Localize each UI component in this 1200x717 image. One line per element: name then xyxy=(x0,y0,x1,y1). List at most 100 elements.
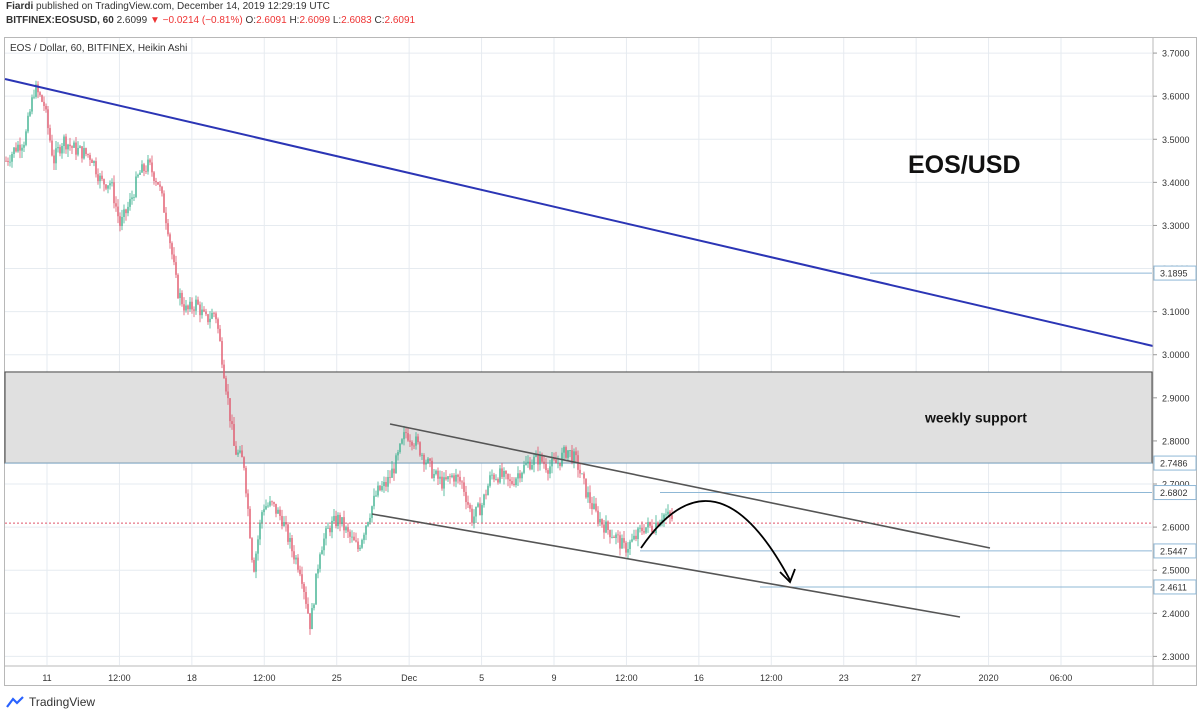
candle xyxy=(657,522,659,527)
candle xyxy=(463,482,465,492)
candle xyxy=(347,527,349,532)
candle xyxy=(75,142,77,155)
channel-lower-line[interactable] xyxy=(371,513,961,618)
candle xyxy=(481,505,483,516)
candle xyxy=(445,477,447,480)
candle xyxy=(309,613,311,630)
candle xyxy=(139,172,141,175)
candle xyxy=(319,554,321,569)
candle xyxy=(669,511,671,516)
candle xyxy=(557,462,559,464)
projection-arrow[interactable] xyxy=(640,500,791,581)
candle xyxy=(379,485,381,491)
candle xyxy=(393,468,395,474)
candle xyxy=(663,514,665,520)
candle xyxy=(431,460,433,479)
candle xyxy=(19,144,21,151)
price-badge xyxy=(1153,543,1197,559)
candle xyxy=(141,164,143,173)
candle xyxy=(459,476,461,482)
candle xyxy=(597,510,599,523)
candle xyxy=(11,154,13,162)
candle xyxy=(575,451,577,456)
candle xyxy=(389,476,391,478)
candle xyxy=(255,553,257,572)
candle xyxy=(167,223,169,235)
candle xyxy=(217,319,219,329)
price-axis[interactable] xyxy=(1153,38,1196,666)
candle xyxy=(63,136,65,147)
candle xyxy=(511,481,513,484)
y-tick-label: 2.3000 xyxy=(1162,652,1190,662)
candle xyxy=(151,162,153,173)
candle xyxy=(207,314,209,323)
candle xyxy=(221,341,223,365)
candle xyxy=(87,154,89,156)
candle xyxy=(537,453,539,465)
candle xyxy=(435,470,437,474)
author-name[interactable]: Fiardi xyxy=(6,1,34,12)
candle xyxy=(515,478,517,485)
candle xyxy=(543,461,545,464)
candle xyxy=(403,432,405,440)
candle xyxy=(135,176,137,197)
candle xyxy=(349,531,351,537)
candle xyxy=(241,450,243,458)
candle xyxy=(175,262,177,275)
candle xyxy=(195,299,197,311)
chart-frame xyxy=(4,37,1197,686)
candle xyxy=(567,450,569,458)
candle xyxy=(651,525,653,532)
candle xyxy=(97,174,99,182)
candle xyxy=(501,468,503,477)
price-badge-label: 2.7486 xyxy=(1160,459,1188,469)
candle xyxy=(365,525,367,535)
candle xyxy=(187,305,189,310)
candle xyxy=(105,184,107,189)
channel-upper-line[interactable] xyxy=(389,423,991,549)
candle xyxy=(353,536,355,541)
close-label: C: xyxy=(374,15,385,26)
candle xyxy=(15,147,17,152)
candle xyxy=(591,503,593,509)
candle xyxy=(261,512,263,523)
candle xyxy=(155,180,157,183)
candle xyxy=(451,475,453,478)
candle xyxy=(485,494,487,496)
chart-title: EOS / Dollar, 60, BITFINEX, Heikin Ashi xyxy=(10,43,187,54)
candle xyxy=(555,459,557,464)
candle xyxy=(93,161,95,163)
candle xyxy=(603,524,605,533)
candle xyxy=(269,501,271,506)
price-badge-label: 2.5447 xyxy=(1160,546,1188,556)
candle xyxy=(413,445,415,447)
candle xyxy=(609,529,611,538)
y-tick-label: 2.6000 xyxy=(1162,523,1190,533)
price-badge xyxy=(1153,485,1197,501)
candle xyxy=(443,477,445,489)
downtrend-line[interactable] xyxy=(4,78,1154,347)
candle xyxy=(647,522,649,528)
candle xyxy=(449,476,451,478)
x-tick-label: 12:00 xyxy=(615,673,638,683)
candle xyxy=(239,450,241,453)
candle xyxy=(345,527,347,531)
candle xyxy=(245,467,247,494)
candle xyxy=(433,473,435,479)
candle xyxy=(273,502,275,504)
candle xyxy=(325,528,327,539)
candle xyxy=(633,535,635,540)
candle xyxy=(407,433,409,441)
tradingview-footer[interactable]: TradingView xyxy=(6,695,95,709)
candle xyxy=(59,147,61,154)
candle xyxy=(595,503,597,511)
candle xyxy=(185,305,187,311)
candle xyxy=(9,161,11,163)
candle xyxy=(333,515,335,521)
candle xyxy=(455,474,457,482)
candle xyxy=(55,148,57,164)
candle xyxy=(227,391,229,399)
candle xyxy=(523,464,525,473)
candle xyxy=(197,299,199,305)
